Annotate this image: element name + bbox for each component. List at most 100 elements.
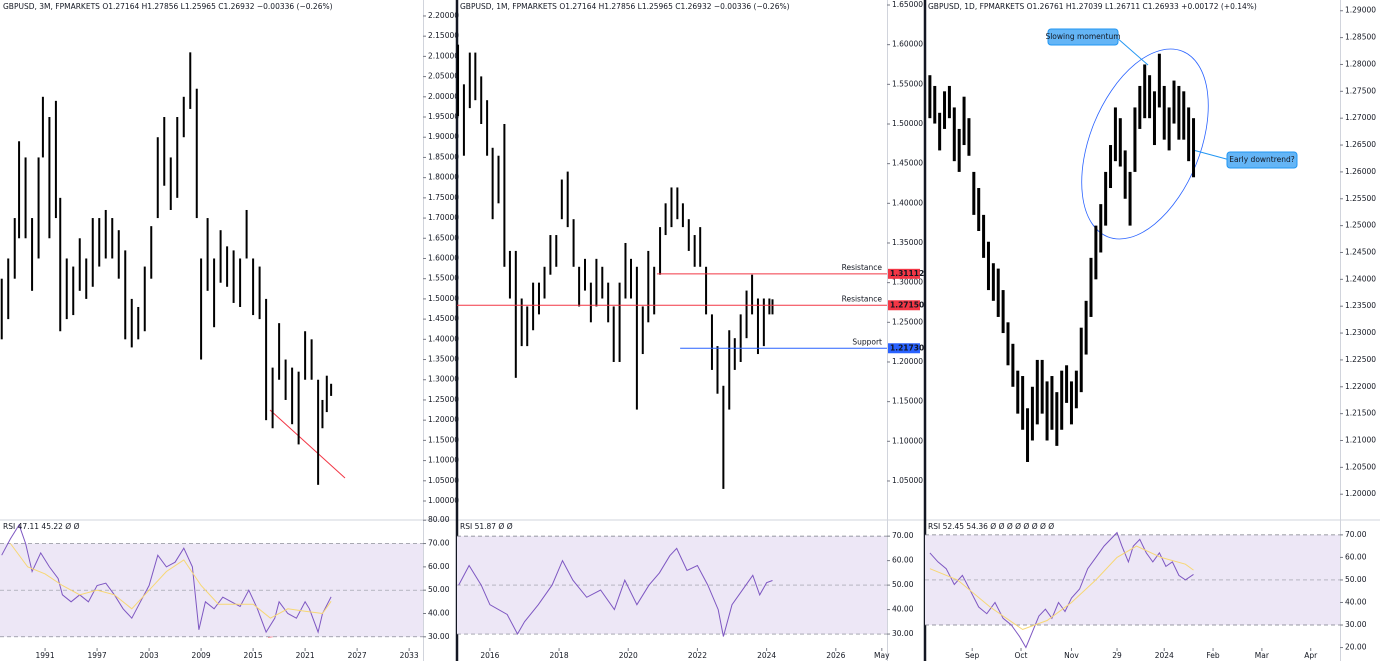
candle [245,209,248,259]
y-tick-label: 1.05000 [428,476,459,485]
callout-pointer [1115,36,1149,66]
x-tick-label: 2015 [244,651,263,660]
candle [1167,107,1171,151]
highlight-ellipse [1081,48,1209,240]
y-tick-label: 1.50000 [892,119,923,128]
y-tick-label: 1.25000 [428,395,459,404]
candle [771,299,774,315]
candle [1187,107,1191,162]
candle [1157,53,1161,108]
candle [41,96,44,158]
y-tick-label: 1.22500 [1345,355,1376,364]
candle [952,107,956,162]
candle [265,298,268,421]
candle [635,266,638,410]
y-tick-label: 1.28000 [1345,59,1376,68]
y-tick-label: 1.60000 [892,40,923,49]
candle [239,258,242,307]
candle [630,258,633,299]
y-tick-label: 70.00 [428,539,450,548]
candle [1094,225,1098,280]
y-tick-label: 60.00 [1345,552,1367,561]
candle [117,230,120,279]
y-tick-label: 1.35000 [892,238,923,247]
y-tick-label: 1.00000 [428,496,459,505]
candle [972,171,976,215]
candle [176,117,179,198]
candle [1128,171,1132,226]
candle [705,266,708,315]
candle [716,346,719,394]
x-tick-label: 2022 [688,651,707,660]
candle [676,187,679,220]
level-label: Resistance [842,294,883,303]
y-tick-label: 1.25500 [1345,194,1376,203]
y-tick-label: 30.00 [1345,620,1367,629]
candle [1084,300,1088,355]
candle [150,226,153,279]
candle [1148,75,1152,119]
candle [938,112,942,151]
y-tick-label: 2.10000 [428,51,459,60]
candle [583,258,586,291]
x-tick-label: Oct [1015,651,1028,660]
candle [7,258,10,320]
candle [291,367,294,425]
y-tick-label: 1.23000 [1345,328,1376,337]
candle [1079,327,1083,393]
candle [1069,381,1073,425]
candle [206,218,209,291]
y-tick-label: 1.05000 [892,476,923,485]
candle [1143,64,1147,119]
y-tick-label: 70.00 [892,531,914,540]
y-tick-label: 1.27500 [1345,86,1376,95]
y-tick-label: 1.10000 [892,436,923,445]
candle [143,266,146,332]
candle [1030,386,1034,441]
rsi-line [1,523,332,634]
y-tick-label: 1.90000 [428,132,459,141]
x-tick-label: 2003 [140,651,159,660]
y-tick-label: 1.28500 [1345,33,1376,42]
level-price: 1.21730 [890,343,924,352]
candle [957,128,961,172]
y-tick-label: 40.00 [1345,597,1367,606]
candle [195,88,198,219]
candle [560,179,563,220]
candle [653,266,656,315]
candle [1016,370,1020,414]
y-tick-label: 1.65000 [892,0,923,9]
candle [532,282,535,331]
candle [537,282,540,315]
candle [1065,365,1069,403]
candle [601,266,604,299]
candle [659,227,662,275]
y-tick-label: 1.25000 [892,317,923,326]
candle [1026,408,1030,462]
x-tick-label: Nov [1064,651,1079,660]
candle [18,141,21,239]
y-tick-label: 1.40000 [892,198,923,207]
candle [24,157,27,239]
candle [1182,91,1186,140]
candle [474,52,477,101]
x-tick-label: 2016 [480,651,499,660]
candle [977,188,981,231]
candle [297,371,300,445]
y-tick-label: 30.00 [428,632,450,641]
y-tick-label: 60.00 [892,556,914,565]
candle [1045,381,1049,441]
candle [226,246,229,287]
level-price: 1.27150 [890,300,924,309]
y-tick-label: 50.00 [892,580,914,589]
candle [693,235,696,267]
y-tick-label: 1.55000 [428,274,459,283]
candle [1177,85,1181,140]
candle [549,235,552,275]
candle [572,219,575,267]
y-tick-label: 1.95000 [428,112,459,121]
candle [520,298,523,347]
candle [104,209,107,259]
candle [687,219,690,251]
candle [986,241,990,291]
